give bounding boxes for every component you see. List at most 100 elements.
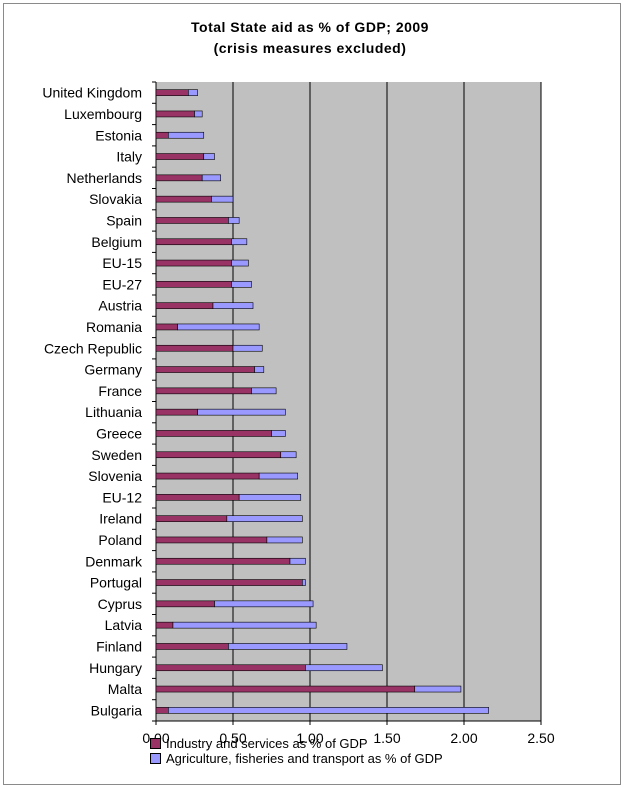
x-tick-label: 2.50: [527, 730, 554, 746]
bar-industry-services: [155, 515, 228, 522]
legend-swatch-industry: [150, 738, 161, 749]
bar-industry-services: [155, 238, 232, 246]
x-tick-label: 1.00: [296, 730, 323, 746]
y-tick-label: Slovenia: [88, 468, 142, 484]
bar-industry-services: [155, 451, 282, 459]
y-tick-label: EU-15: [102, 255, 142, 271]
y-tick-label: Luxembourg: [64, 106, 142, 122]
bar-agriculture-fisheries-transport: [226, 515, 303, 522]
bar-agriculture-fisheries-transport: [271, 430, 286, 437]
bar-agriculture-fisheries-transport: [231, 238, 248, 246]
chart-subtitle: (crisis measures excluded): [213, 40, 407, 56]
y-tick-label: Germany: [84, 362, 142, 378]
bar-industry-services: [155, 387, 252, 395]
legend-item-industry: Industry and services as % of GDP: [150, 736, 443, 751]
bar-industry-services: [155, 153, 205, 160]
bar-agriculture-fisheries-transport: [254, 366, 265, 373]
bar-agriculture-fisheries-transport: [251, 387, 277, 395]
bar-industry-services: [155, 430, 272, 437]
chart-legend: Industry and services as % of GDP Agricu…: [150, 736, 443, 766]
x-tick-label: 2.00: [450, 730, 477, 746]
y-tick-label: Romania: [86, 319, 142, 335]
bar-industry-services: [155, 707, 169, 714]
bar-agriculture-fisheries-transport: [305, 664, 383, 672]
y-tick-label: Bulgaria: [91, 702, 143, 718]
bar-agriculture-fisheries-transport: [211, 195, 234, 203]
legend-label-agriculture: Agriculture, fisheries and transport as …: [166, 751, 443, 766]
legend-label-industry: Industry and services as % of GDP: [166, 736, 368, 751]
y-tick-label: United Kingdom: [42, 85, 142, 101]
y-tick-label: Austria: [98, 298, 142, 314]
y-tick-label: Greece: [96, 425, 142, 441]
y-tick-label: Spain: [106, 212, 142, 228]
bar-agriculture-fisheries-transport: [228, 643, 348, 650]
bar-industry-services: [155, 281, 232, 288]
bar-agriculture-fisheries-transport: [280, 451, 297, 459]
bar-agriculture-fisheries-transport: [228, 217, 240, 224]
bar-agriculture-fisheries-transport: [188, 89, 198, 96]
bar-industry-services: [155, 89, 189, 96]
chart-title: Total State aid as % of GDP; 2009: [191, 19, 429, 35]
y-tick-label: Sweden: [91, 447, 142, 463]
plot-area: [156, 82, 541, 721]
y-tick-label: Slovakia: [89, 191, 142, 207]
bar-agriculture-fisheries-transport: [414, 685, 462, 693]
y-tick-label: Cyprus: [98, 596, 142, 612]
bar-industry-services: [155, 110, 195, 118]
bar-industry-services: [155, 408, 198, 416]
bar-industry-services: [155, 302, 214, 309]
x-tick-label: 0.50: [219, 730, 246, 746]
bar-industry-services: [155, 664, 306, 672]
bar-agriculture-fisheries-transport: [231, 259, 249, 267]
bar-industry-services: [155, 323, 178, 331]
y-tick-label: Hungary: [89, 660, 142, 676]
bar-industry-services: [155, 217, 229, 224]
y-tick-label: Poland: [98, 532, 142, 548]
bar-industry-services: [155, 259, 232, 267]
y-tick-label: Italy: [116, 149, 142, 165]
bar-agriculture-fisheries-transport: [194, 110, 203, 118]
y-tick-label: Portugal: [90, 575, 142, 591]
y-tick-label: France: [98, 383, 142, 399]
bar-agriculture-fisheries-transport: [168, 131, 205, 139]
bar-agriculture-fisheries-transport: [231, 281, 252, 288]
legend-item-agriculture: Agriculture, fisheries and transport as …: [150, 751, 443, 766]
legend-swatch-agriculture: [150, 753, 161, 764]
bar-agriculture-fisheries-transport: [301, 579, 306, 586]
bar-agriculture-fisheries-transport: [203, 153, 215, 160]
y-tick-label: Belgium: [91, 234, 142, 250]
x-tick-label: 1.50: [373, 730, 400, 746]
bar-agriculture-fisheries-transport: [212, 302, 254, 309]
bar-agriculture-fisheries-transport: [201, 174, 221, 182]
y-tick-label: Malta: [108, 681, 142, 697]
bar-industry-services: [155, 131, 169, 139]
bar-agriculture-fisheries-transport: [238, 494, 302, 501]
bar-agriculture-fisheries-transport: [168, 707, 489, 714]
bar-industry-services: [155, 195, 212, 203]
bar-industry-services: [155, 174, 203, 182]
bar-agriculture-fisheries-transport: [266, 536, 303, 544]
y-tick-label: Lithuania: [85, 404, 142, 420]
y-tick-label: EU-27: [102, 276, 142, 292]
bar-industry-services: [155, 472, 260, 480]
bar-agriculture-fisheries-transport: [214, 600, 314, 608]
bar-industry-services: [155, 685, 416, 693]
bar-agriculture-fisheries-transport: [232, 344, 263, 352]
bar-industry-services: [155, 579, 303, 586]
bar-agriculture-fisheries-transport: [177, 323, 260, 331]
bar-industry-services: [155, 344, 234, 352]
bar-industry-services: [155, 536, 268, 544]
bar-industry-services: [155, 366, 255, 373]
y-tick-label: Latvia: [105, 617, 143, 633]
bar-agriculture-fisheries-transport: [172, 621, 317, 629]
bar-industry-services: [155, 557, 291, 565]
bar-industry-services: [155, 621, 174, 629]
bar-industry-services: [155, 643, 229, 650]
y-tick-label: EU-12: [102, 489, 142, 505]
bar-agriculture-fisheries-transport: [197, 408, 286, 416]
y-tick-label: Denmark: [85, 553, 143, 569]
bar-industry-services: [155, 600, 215, 608]
bar-industry-services: [155, 494, 240, 501]
y-tick-label: Estonia: [95, 127, 142, 143]
